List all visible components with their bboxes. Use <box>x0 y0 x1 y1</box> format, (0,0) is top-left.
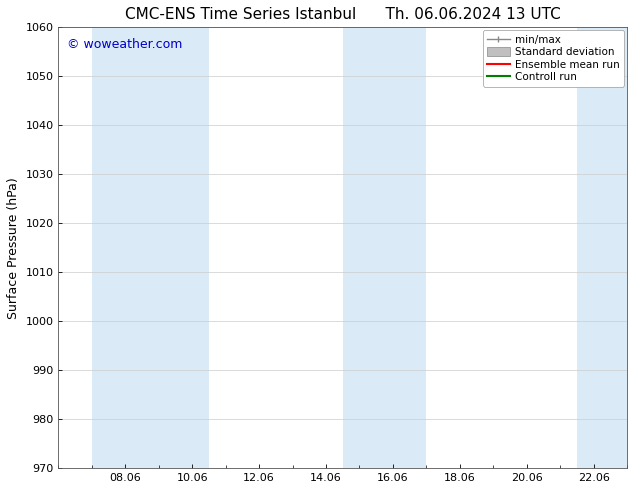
Y-axis label: Surface Pressure (hPa): Surface Pressure (hPa) <box>7 177 20 318</box>
Bar <box>343 27 427 468</box>
Bar <box>577 27 634 468</box>
Legend: min/max, Standard deviation, Ensemble mean run, Controll run: min/max, Standard deviation, Ensemble me… <box>482 30 624 87</box>
Text: © woweather.com: © woweather.com <box>67 38 183 51</box>
Title: CMC-ENS Time Series Istanbul      Th. 06.06.2024 13 UTC: CMC-ENS Time Series Istanbul Th. 06.06.2… <box>125 7 560 22</box>
Bar <box>92 27 209 468</box>
